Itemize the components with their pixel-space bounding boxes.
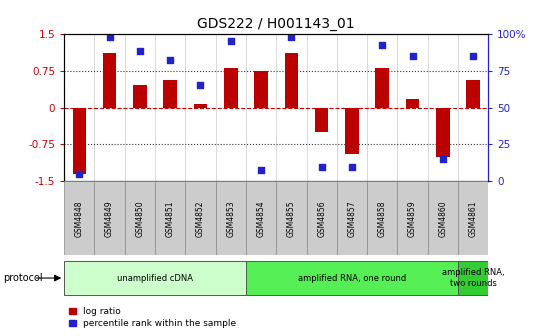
Bar xyxy=(163,80,177,108)
Text: GSM4848: GSM4848 xyxy=(75,200,84,237)
Text: GSM4855: GSM4855 xyxy=(287,200,296,237)
Bar xyxy=(376,68,389,108)
FancyBboxPatch shape xyxy=(64,261,246,295)
Text: GSM4860: GSM4860 xyxy=(439,200,448,237)
FancyBboxPatch shape xyxy=(155,181,185,255)
Point xyxy=(257,167,266,172)
FancyBboxPatch shape xyxy=(458,261,488,295)
Text: GSM4856: GSM4856 xyxy=(317,200,326,237)
Bar xyxy=(254,71,268,108)
Bar xyxy=(345,108,359,154)
Point xyxy=(439,157,448,162)
FancyBboxPatch shape xyxy=(246,181,276,255)
Text: GSM4854: GSM4854 xyxy=(257,200,266,237)
Text: amplified RNA,
two rounds: amplified RNA, two rounds xyxy=(442,268,504,288)
Bar xyxy=(224,68,238,108)
Point xyxy=(166,57,175,63)
Bar xyxy=(436,108,450,157)
Bar xyxy=(285,53,298,108)
Text: GSM4853: GSM4853 xyxy=(227,200,235,237)
Point xyxy=(196,83,205,88)
Point xyxy=(227,38,235,44)
Bar xyxy=(194,103,207,108)
Point xyxy=(408,53,417,58)
FancyBboxPatch shape xyxy=(125,181,155,255)
Point xyxy=(469,53,478,58)
Bar xyxy=(73,108,86,174)
Bar xyxy=(133,85,147,108)
Bar xyxy=(466,80,480,108)
Point xyxy=(105,34,114,39)
Text: amplified RNA, one round: amplified RNA, one round xyxy=(298,274,406,283)
Text: GSM4852: GSM4852 xyxy=(196,200,205,237)
FancyBboxPatch shape xyxy=(246,261,458,295)
Text: GSM4858: GSM4858 xyxy=(378,200,387,237)
FancyBboxPatch shape xyxy=(397,181,427,255)
FancyBboxPatch shape xyxy=(185,181,215,255)
Point xyxy=(348,164,357,169)
Text: GSM4849: GSM4849 xyxy=(105,200,114,237)
Bar xyxy=(406,99,419,108)
Text: GSM4857: GSM4857 xyxy=(348,200,357,237)
Point xyxy=(75,171,84,177)
FancyBboxPatch shape xyxy=(215,181,246,255)
FancyBboxPatch shape xyxy=(94,181,125,255)
Point xyxy=(317,164,326,169)
Bar xyxy=(315,108,329,132)
Text: GSM4851: GSM4851 xyxy=(166,200,175,237)
Text: unamplified cDNA: unamplified cDNA xyxy=(117,274,193,283)
FancyBboxPatch shape xyxy=(276,181,306,255)
FancyBboxPatch shape xyxy=(64,181,94,255)
FancyBboxPatch shape xyxy=(306,181,337,255)
Point xyxy=(136,49,145,54)
Legend: log ratio, percentile rank within the sample: log ratio, percentile rank within the sa… xyxy=(69,307,236,328)
FancyBboxPatch shape xyxy=(337,181,367,255)
Text: GSM4861: GSM4861 xyxy=(469,200,478,237)
Bar xyxy=(103,53,117,108)
Text: protocol: protocol xyxy=(3,273,42,283)
FancyBboxPatch shape xyxy=(458,181,488,255)
Point xyxy=(287,34,296,39)
Text: GSM4859: GSM4859 xyxy=(408,200,417,237)
Point xyxy=(378,43,387,48)
FancyBboxPatch shape xyxy=(367,181,397,255)
FancyBboxPatch shape xyxy=(427,181,458,255)
Title: GDS222 / H001143_01: GDS222 / H001143_01 xyxy=(198,17,355,31)
Text: GSM4850: GSM4850 xyxy=(136,200,145,237)
